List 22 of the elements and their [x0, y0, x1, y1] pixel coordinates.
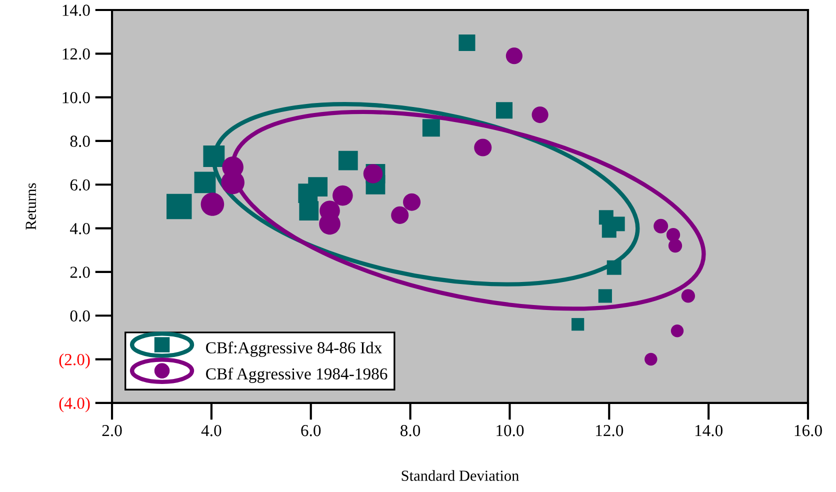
legend-label: CBf:Aggressive 84-86 Idx	[206, 342, 382, 357]
y-axis-title: Returns	[26, 183, 36, 230]
y-tick-label: 12.0	[62, 48, 90, 60]
x-axis-title: Standard Deviation	[402, 470, 519, 481]
y-tick-label: 10.0	[62, 92, 90, 104]
x-tick-label: 4.0	[201, 424, 222, 436]
x-tick-label: 6.0	[301, 424, 321, 436]
y-tick-label: 6.0	[70, 179, 90, 191]
y-tick-label: (4.0)	[59, 397, 90, 412]
x-tick-label: 16.0	[794, 424, 822, 436]
y-tick-label: 8.0	[70, 136, 90, 147]
y-tick-label: 14.0	[62, 4, 90, 16]
x-tick-label: 12.0	[596, 424, 624, 436]
y-tick-label: 4.0	[70, 223, 90, 234]
x-tick-label: 8.0	[400, 424, 420, 436]
y-tick-label: 2.0	[70, 266, 90, 278]
y-tick-label: 0.0	[70, 310, 90, 322]
y-tick-label: (2.0)	[59, 354, 90, 369]
x-tick-label: 2.0	[102, 424, 122, 436]
x-tick-label: 10.0	[496, 424, 524, 436]
x-tick-label: 14.0	[695, 424, 723, 436]
legend-label: CBf Aggressive 1984-1986	[206, 368, 388, 383]
